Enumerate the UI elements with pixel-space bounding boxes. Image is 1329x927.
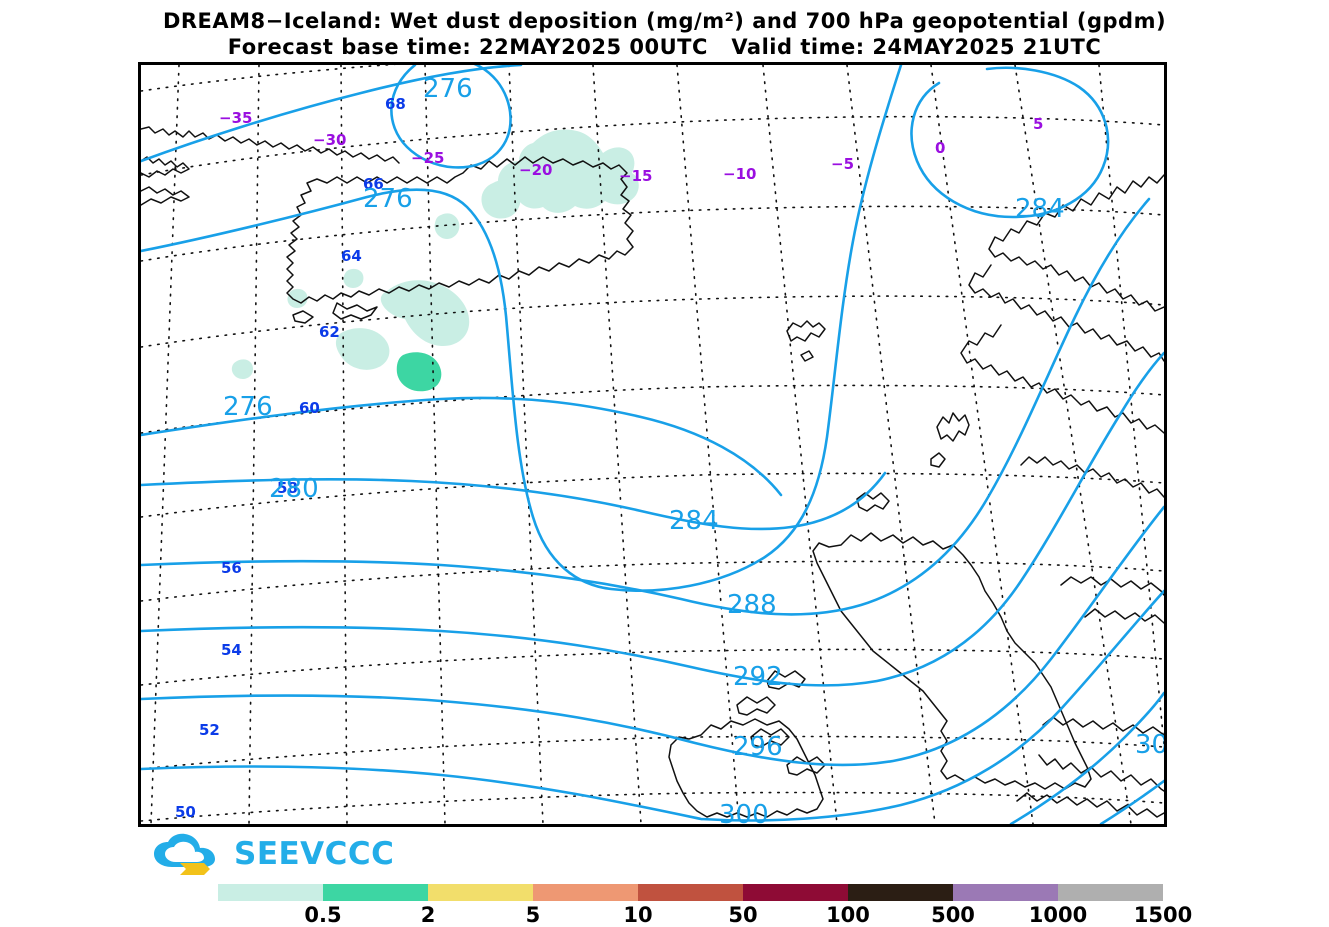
contour-276-low: [390, 65, 512, 169]
contour-value-labels: 276 276 276 280 284 284 288 292 296 300 …: [223, 74, 1164, 824]
svg-text:60: 60: [299, 399, 320, 417]
colorbar-segment-8: [1058, 884, 1163, 901]
cloud-icon: [154, 833, 215, 867]
colorbar-label-7: 1000: [1028, 903, 1088, 927]
colorbar-segment-7: [953, 884, 1058, 901]
colorbar-label-6: 500: [931, 903, 975, 927]
svg-text:58: 58: [277, 479, 298, 497]
svg-text:−5: −5: [831, 155, 854, 173]
colorbar-segment-4: [638, 884, 743, 901]
svg-text:56: 56: [221, 559, 242, 577]
colorbar-gradient: [218, 884, 1163, 901]
coastline-europe-lowlands: [1060, 576, 1164, 596]
longitude-labels: −35 −30 −25 −20 −15 −10 −5 0 5: [219, 109, 1043, 185]
colorbar-label-1: 2: [420, 903, 436, 927]
svg-text:276: 276: [363, 184, 413, 214]
svg-text:52: 52: [199, 721, 220, 739]
svg-text:276: 276: [223, 392, 273, 422]
svg-text:54: 54: [221, 641, 242, 659]
map-panel: 68 66 64 62 60 58 56 54 52 50 −35 −30 −2…: [138, 62, 1167, 827]
coastline-shetland: [936, 412, 970, 442]
svg-text:62: 62: [319, 323, 340, 341]
svg-text:280: 280: [269, 474, 319, 504]
contour-288: [141, 197, 1151, 616]
svg-text:−20: −20: [519, 161, 552, 179]
svg-text:284: 284: [1015, 194, 1065, 224]
svg-text:296: 296: [733, 732, 783, 762]
svg-text:66: 66: [363, 175, 384, 193]
svg-text:−15: −15: [619, 167, 652, 185]
svg-text:292: 292: [733, 662, 783, 692]
latitude-labels: 68 66 64 62 60 58 56 54 52 50: [175, 95, 406, 821]
coastline-orkney: [856, 492, 890, 512]
coastline-norway: [988, 174, 1164, 312]
svg-text:288: 288: [727, 590, 777, 620]
coastline-great-britain: [812, 532, 1092, 790]
contour-304: [1009, 691, 1164, 824]
colorbar-label-2: 5: [525, 903, 541, 927]
svg-text:−35: −35: [219, 109, 252, 127]
svg-text:68: 68: [385, 95, 406, 113]
contour-296: [141, 505, 1164, 767]
svg-text:50: 50: [175, 803, 196, 821]
contour-280: [141, 396, 783, 497]
geopotential-contours: [141, 65, 1164, 824]
chart-title-block: DREAM8−Iceland: Wet dust deposition (mg/…: [0, 8, 1329, 60]
arrow-icon: [180, 863, 210, 875]
logo-text: SEEVCCC: [234, 836, 395, 872]
coastlines: [141, 126, 1164, 818]
coastline-greenland: [141, 126, 400, 206]
svg-text:−25: −25: [411, 149, 444, 167]
title-line-2: Forecast base time: 22MAY2025 00UTC Vali…: [227, 35, 1102, 59]
coastline-iceland: [286, 156, 634, 304]
dust-deposition-shading: [231, 129, 639, 392]
svg-text:276: 276: [423, 74, 473, 104]
svg-text:30: 30: [1135, 730, 1164, 760]
contour-304-lower: [1099, 779, 1164, 824]
map-graticule: [141, 65, 1164, 824]
svg-text:300: 300: [719, 800, 769, 824]
coastline-faroe: [786, 320, 826, 342]
colorbar-segment-5: [743, 884, 848, 901]
coastline-ireland: [668, 718, 824, 818]
contour-284-high: [910, 66, 1110, 219]
coastline-denmark: [1020, 456, 1164, 498]
svg-text:64: 64: [341, 247, 362, 265]
colorbar-segment-1: [323, 884, 428, 901]
coastline-france: [1016, 716, 1164, 818]
svg-text:5: 5: [1033, 115, 1043, 133]
contour-300: [141, 589, 1164, 822]
svg-text:−30: −30: [313, 131, 346, 149]
svg-text:284: 284: [669, 506, 719, 536]
colorbar-segment-0: [218, 884, 323, 901]
colorbar-label-3: 10: [623, 903, 653, 927]
contour-276-top: [141, 65, 523, 163]
colorbar-label-4: 50: [728, 903, 758, 927]
svg-text:0: 0: [935, 139, 945, 157]
colorbar-label-8: 1500: [1133, 903, 1193, 927]
contour-276-trough: [141, 65, 903, 592]
colorbar-segment-2: [428, 884, 533, 901]
colorbar-segment-3: [533, 884, 638, 901]
seevccc-logo: [154, 833, 215, 875]
colorbar: 0.5 2 5 10 50 100 500 1000 1500: [218, 884, 1192, 927]
contour-284: [141, 471, 887, 531]
colorbar-label-5: 100: [826, 903, 870, 927]
colorbar-segment-6: [848, 884, 953, 901]
map-svg: 68 66 64 62 60 58 56 54 52 50 −35 −30 −2…: [141, 65, 1164, 824]
contour-292: [141, 351, 1164, 687]
svg-text:−10: −10: [723, 165, 756, 183]
title-line-1: DREAM8−Iceland: Wet dust deposition (mg/…: [162, 9, 1167, 33]
colorbar-tick-labels: 0.5 2 5 10 50 100 500 1000 1500: [218, 903, 1192, 927]
colorbar-label-0: 0.5: [304, 903, 342, 927]
